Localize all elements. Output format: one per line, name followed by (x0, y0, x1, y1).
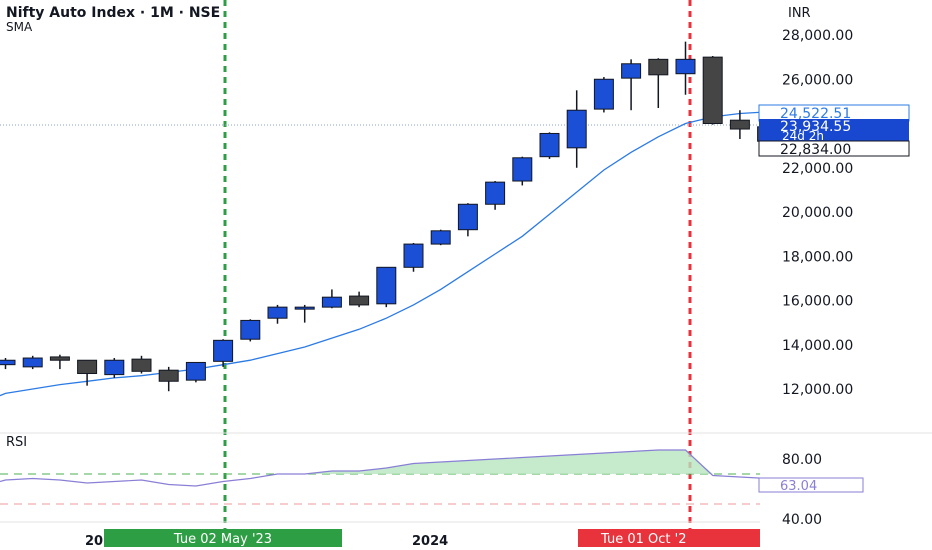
price-axis: 12,000.00 14,000.00 16,000.00 18,000.00 20,0… (758, 28, 910, 528)
last-price-label: 23,934.55 (780, 119, 851, 135)
end-date-badge: Tue 01 Oct '2 (578, 529, 760, 547)
x-tick-label: 2024 (412, 534, 448, 549)
candle (566, 90, 587, 168)
candle-body (0, 359, 16, 366)
candle (457, 203, 478, 237)
candle-body (22, 357, 43, 368)
end-date-label: Tue 01 Oct '2 (600, 532, 686, 547)
candle (49, 354, 70, 370)
price-axis-tick-label: 12,000.00 (782, 382, 853, 398)
candle-body (294, 306, 315, 310)
candle-body (593, 78, 614, 110)
candle (593, 77, 614, 113)
candle-body (485, 181, 506, 205)
price-axis-tick-label: 14,000.00 (782, 338, 853, 354)
candle (22, 355, 43, 370)
candle-body (430, 230, 451, 245)
candle-body (104, 359, 125, 376)
chart-title: Nifty Auto Index · 1M · NSE (6, 5, 220, 21)
rsi-line (0, 449, 768, 487)
candle (321, 289, 342, 309)
candle (376, 266, 397, 308)
candle-body (648, 58, 669, 76)
rsi-axis-tick-label: 80.00 (782, 452, 822, 468)
candle-body (321, 296, 342, 308)
candle-body (539, 132, 560, 158)
sma-value-label: 24,522.51 (780, 106, 851, 122)
rsi-axis-tick-label: 40.00 (782, 512, 822, 528)
candle-body (702, 56, 723, 124)
date-marker-lines (223, 0, 692, 529)
candle-body (729, 119, 750, 130)
candle (675, 41, 696, 95)
candle (648, 58, 669, 109)
candle-body (349, 295, 370, 306)
x-axis: 20 2024 (85, 534, 448, 549)
start-date-badge: Tue 02 May '23 (104, 529, 342, 547)
currency-label: INR (788, 6, 811, 21)
rsi-value-badge (758, 477, 864, 493)
candle (213, 339, 234, 367)
rsi-label: RSI (6, 435, 27, 450)
candle (430, 229, 451, 246)
rsi-value-label: 63.04 (780, 479, 817, 494)
price-axis-tick-label: 22,000.00 (782, 161, 853, 177)
price-axis-tick-label: 20,000.00 (782, 205, 853, 221)
sma-line (0, 110, 768, 397)
candle-body (267, 306, 288, 319)
candle-body (566, 109, 587, 149)
candle-body (49, 356, 70, 361)
price-axis-tick-label: 18,000.00 (782, 249, 853, 265)
candle (240, 319, 261, 342)
sma-indicator-label: SMA (6, 20, 33, 34)
candle-body (675, 58, 696, 75)
candle (621, 59, 642, 111)
last-price-badge (759, 119, 909, 141)
candle (294, 304, 315, 323)
low-value-label: 22,834.00 (780, 142, 851, 158)
candle-body (457, 203, 478, 231)
candle-body (131, 358, 152, 372)
candle (267, 304, 288, 324)
low-value-badge (758, 140, 910, 157)
candle (131, 355, 152, 374)
candle (702, 56, 723, 125)
rsi-panel (0, 432, 932, 523)
countdown-label: 24d 2h (782, 129, 824, 143)
candle-body (403, 243, 424, 268)
x-tick-label: 20 (85, 534, 103, 549)
start-date-label: Tue 02 May '23 (173, 532, 272, 547)
candle-body (77, 359, 98, 375)
candle-body (158, 369, 179, 382)
candle (512, 156, 533, 186)
rsi-overbought-fill (0, 450, 768, 474)
candle-body (213, 339, 234, 362)
candle-body (512, 157, 533, 182)
candle (104, 358, 125, 378)
candle-body (376, 266, 397, 305)
candle (0, 358, 16, 370)
start-date-badge-bg (104, 529, 342, 547)
candle-body (621, 63, 642, 79)
candle-body (240, 319, 261, 340)
price-axis-tick-label: 28,000.00 (782, 28, 853, 44)
price-axis-tick-label: 16,000.00 (782, 294, 853, 310)
price-panel (0, 41, 778, 397)
candle (539, 132, 560, 159)
candle (158, 366, 179, 392)
end-date-badge-bg (578, 529, 760, 547)
price-axis-tick-label: 26,000.00 (782, 72, 853, 88)
candle (349, 291, 370, 308)
candle (185, 361, 206, 383)
candle (485, 181, 506, 210)
candle (77, 359, 98, 386)
candle (729, 110, 750, 139)
candle-body (185, 361, 206, 381)
candle (403, 242, 424, 272)
